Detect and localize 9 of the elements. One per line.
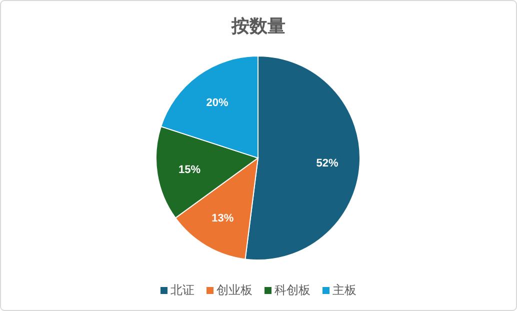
chart-title: 按数量 bbox=[230, 16, 286, 36]
data-label: 52% bbox=[316, 157, 338, 170]
data-label: 20% bbox=[206, 96, 228, 109]
legend-label: 创业板 bbox=[216, 283, 252, 297]
legend-label: 主板 bbox=[332, 283, 356, 297]
legend-label: 科创板 bbox=[274, 283, 310, 297]
data-label: 13% bbox=[212, 212, 234, 225]
data-label: 15% bbox=[178, 164, 201, 176]
legend-label: 北证 bbox=[170, 283, 194, 297]
